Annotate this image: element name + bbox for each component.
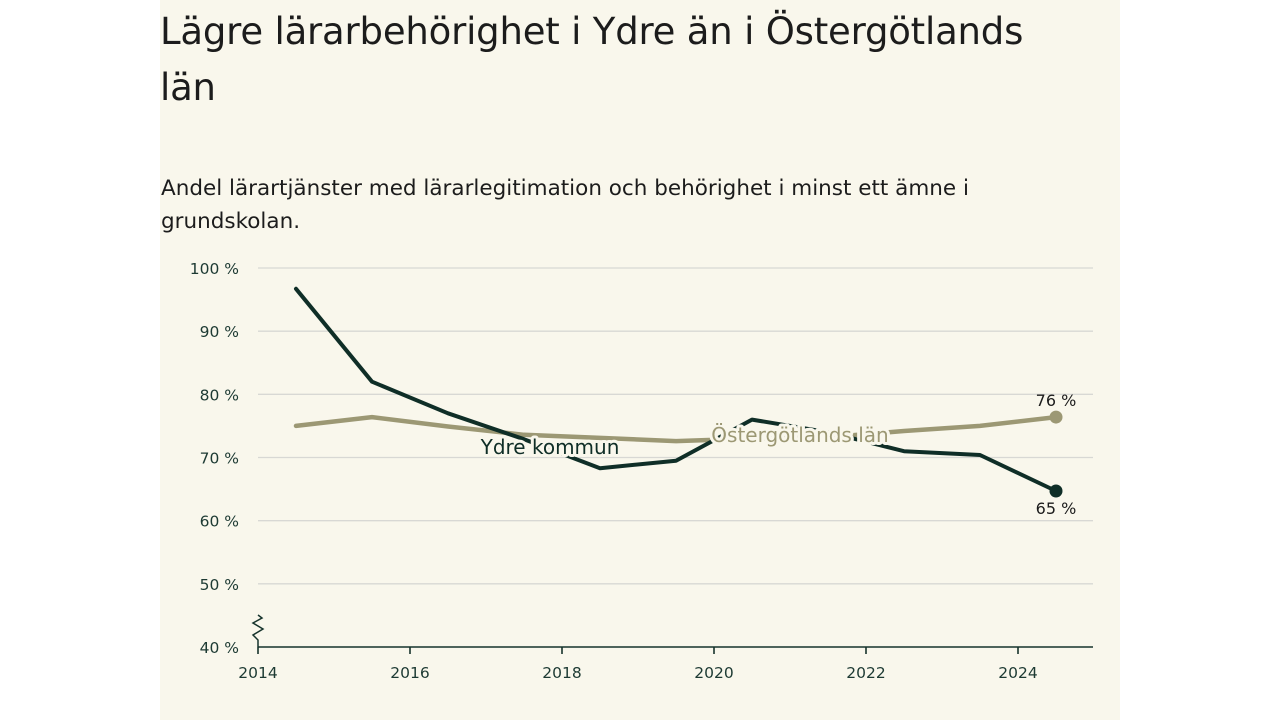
y-tick-label-80: 80 %	[200, 386, 239, 404]
series-lines	[293, 286, 1063, 498]
y-tick-label-90: 90 %	[200, 323, 239, 341]
series-line-0	[294, 286, 1058, 493]
y-tick-label-50: 50 %	[200, 576, 239, 594]
series-end-label-0: 65 %	[1036, 499, 1077, 518]
series-end-point-0	[1049, 484, 1063, 498]
x-tick-label-2016: 2016	[390, 664, 429, 682]
x-tick-label-2018: 2018	[542, 664, 581, 682]
axis-break-icon	[251, 614, 265, 647]
chart-subtitle: Andel lärartjänster med lärarlegitimatio…	[161, 176, 969, 234]
x-tick-label-2022: 2022	[846, 664, 885, 682]
x-tick-label-2020: 2020	[694, 664, 733, 682]
series-labels: 76 % 65 % Ydre kommun Östergötlands län	[477, 391, 1077, 518]
x-tick-label-2024: 2024	[998, 664, 1037, 682]
y-axis-ticks: 40 % 50 % 60 % 70 % 80 % 90 % 100 %	[190, 260, 239, 657]
y-tick-label-40: 40 %	[200, 639, 239, 657]
y-tick-label-100: 100 %	[190, 260, 239, 278]
x-axis: 2014 2016 2018 2020 2022 2024	[238, 614, 1093, 682]
series-end-point-1	[1049, 410, 1063, 424]
series-line-1	[293, 414, 1059, 444]
chart-card	[160, 0, 1120, 720]
series-name-label-0: Ydre kommun	[480, 435, 620, 459]
x-tick-label-2014: 2014	[238, 664, 277, 682]
series-name-label-1: Östergötlands län	[711, 423, 888, 447]
y-tick-label-60: 60 %	[200, 513, 239, 531]
y-tick-label-70: 70 %	[200, 450, 239, 468]
series-end-label-1: 76 %	[1036, 391, 1077, 410]
chart-title: Lägre lärarbehörighet i Ydre än i Österg…	[160, 10, 1024, 109]
gridlines	[258, 267, 1093, 585]
